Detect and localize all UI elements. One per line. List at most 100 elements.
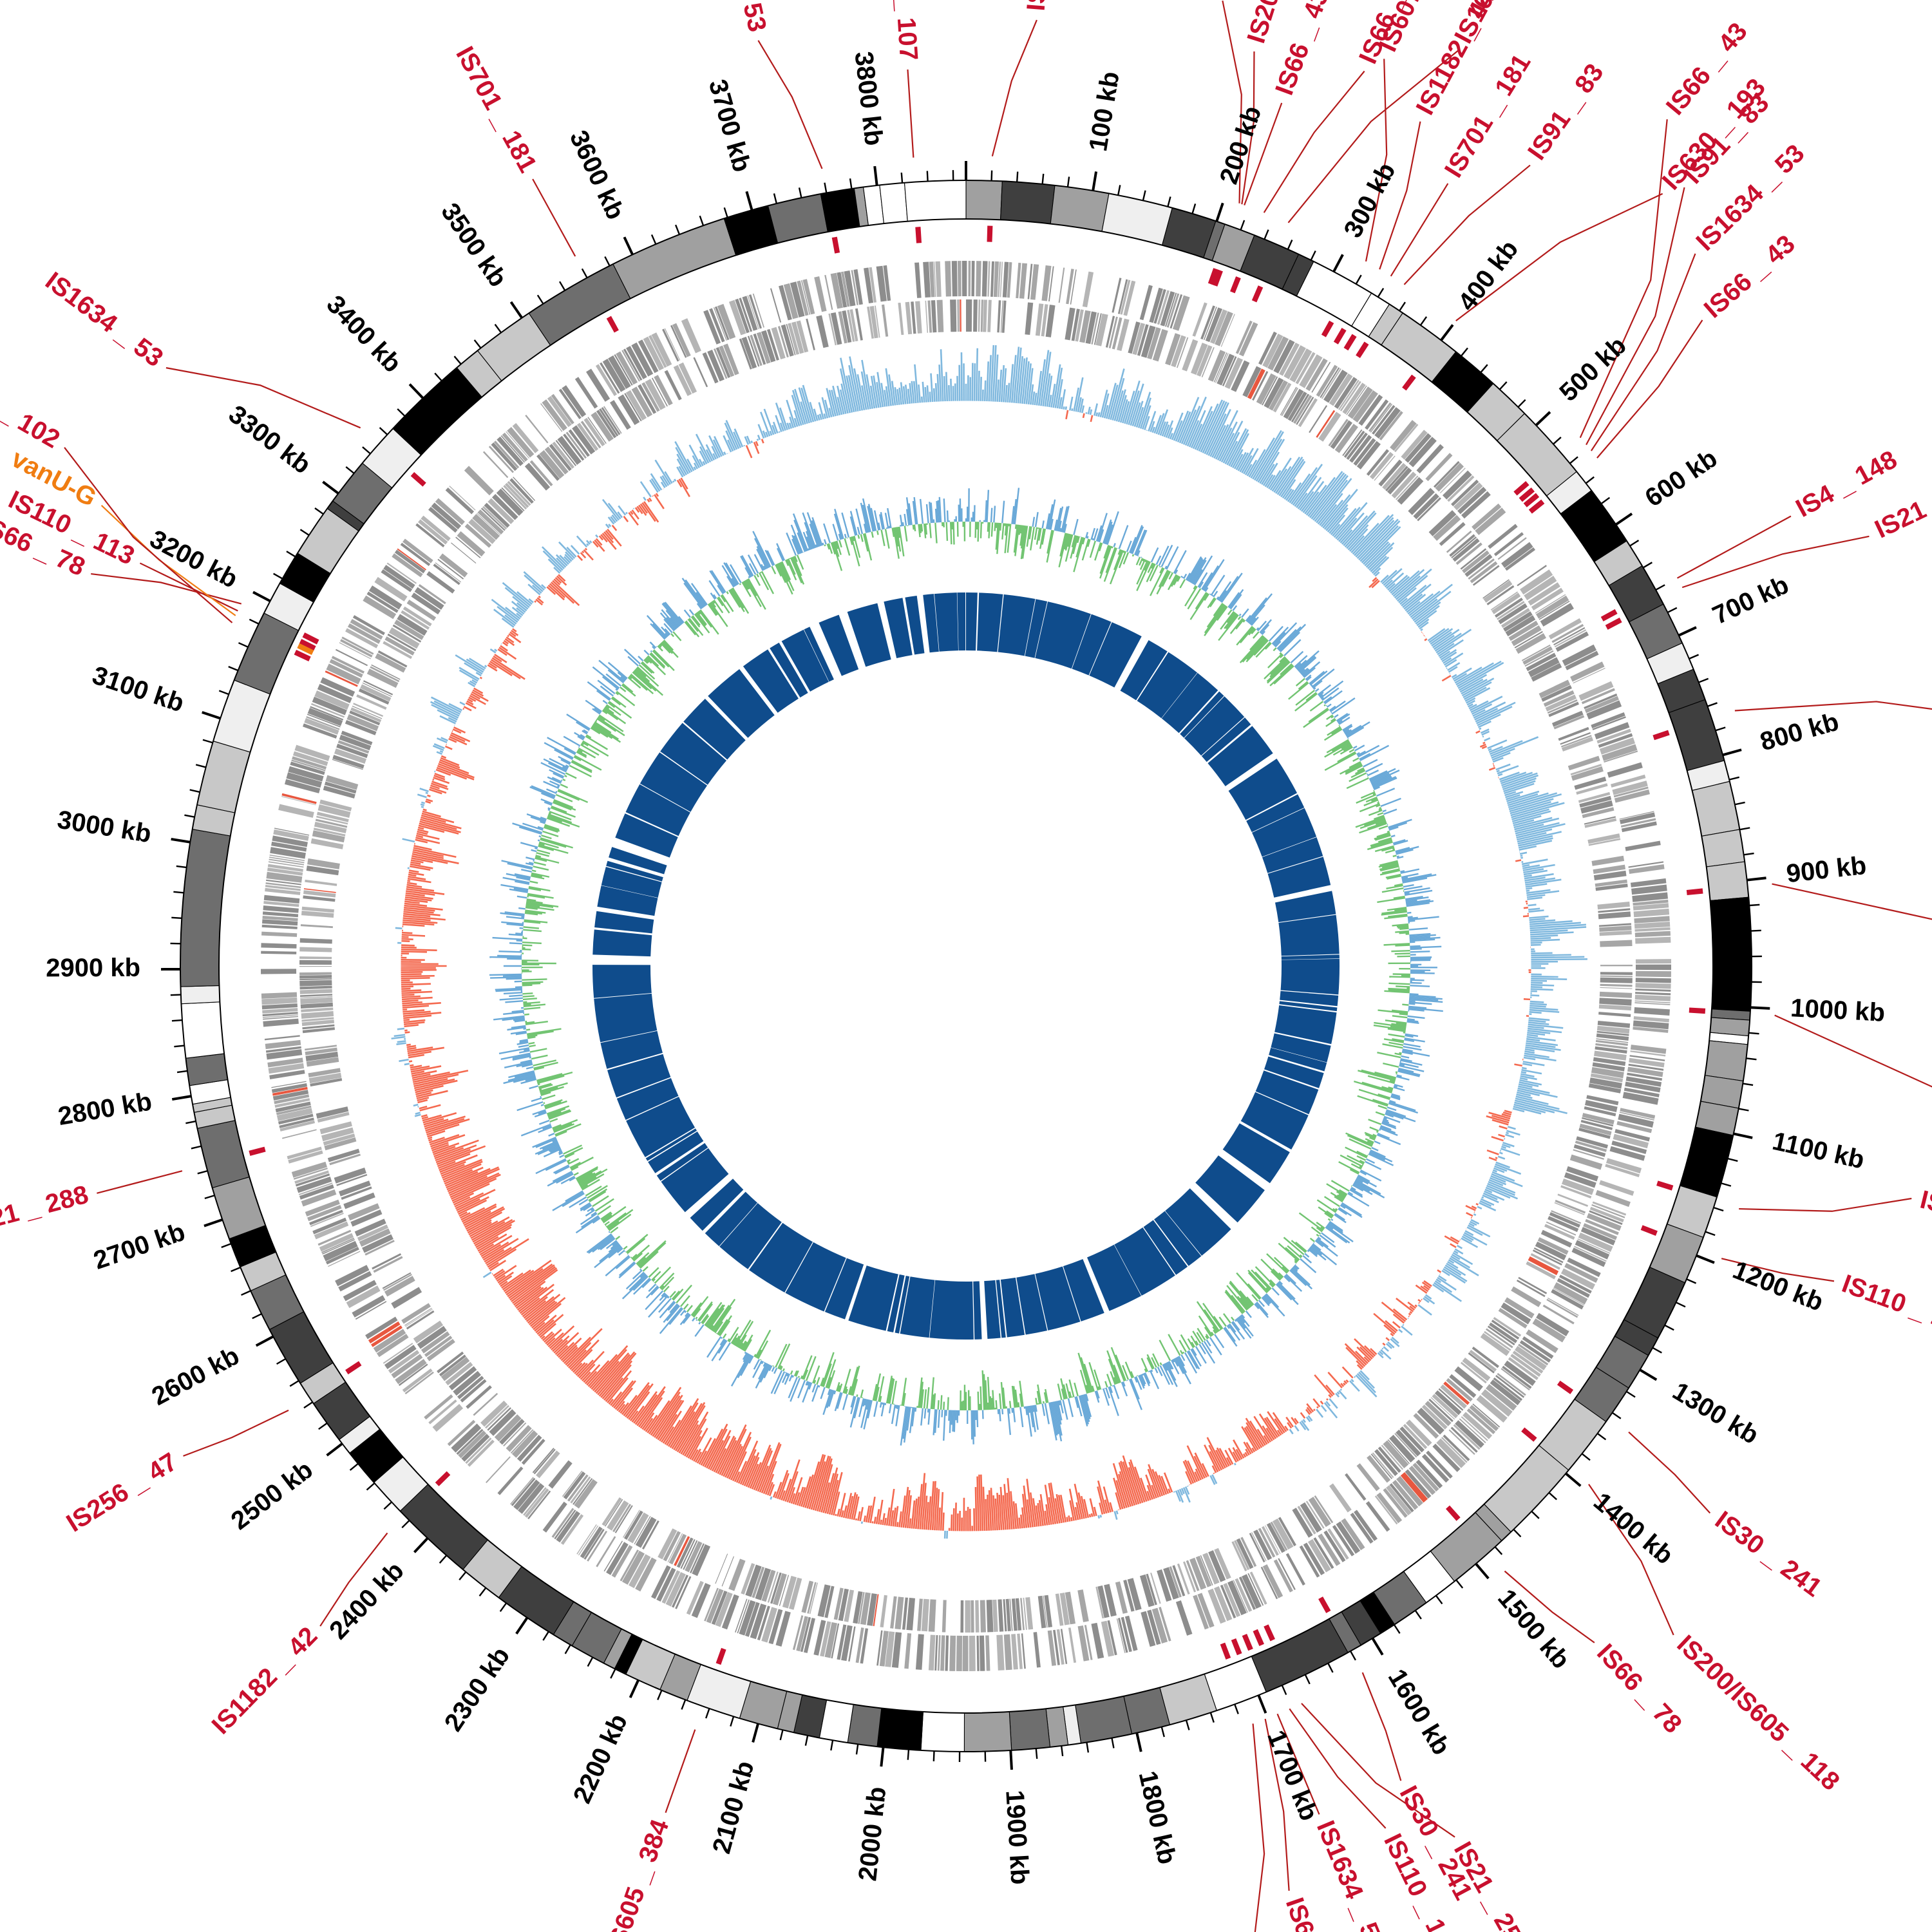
cds-feature — [645, 379, 666, 410]
gc-skew-bar — [786, 1471, 799, 1502]
gc-content-bar — [708, 1307, 724, 1329]
gc-skew-bar — [723, 1428, 747, 1477]
gc-skew-bar — [713, 1448, 727, 1473]
gc-skew-bar — [541, 584, 547, 589]
gc-skew-bar — [405, 894, 433, 900]
cds-feature — [386, 562, 417, 584]
gc-skew-bar — [1530, 994, 1540, 997]
gc-skew-bar — [553, 1340, 568, 1354]
gc-skew-bar — [1161, 421, 1169, 437]
gc-content-bar — [811, 1385, 819, 1402]
axis-minor-tick — [401, 1520, 410, 1529]
gc-content-bar — [1254, 1303, 1260, 1309]
gc-content-bar — [992, 1390, 995, 1410]
cds-feature — [809, 1582, 818, 1615]
cds-feature — [621, 350, 640, 382]
axis-major-tick — [171, 837, 191, 844]
cds-feature — [426, 571, 455, 594]
gc-content-bar — [987, 522, 989, 532]
cds-feature — [451, 1423, 482, 1453]
gc-content-bar — [632, 1244, 650, 1261]
cds-feature — [334, 1167, 366, 1184]
gc-content-bar — [1180, 1354, 1186, 1361]
cds-feature — [587, 417, 607, 444]
gc-skew-bar — [1526, 1042, 1556, 1048]
cds-feature — [1551, 1289, 1584, 1310]
cds-feature — [1417, 1407, 1444, 1435]
gc-skew-bar — [1244, 464, 1253, 476]
cds-feature — [340, 639, 373, 658]
cds-feature — [1208, 350, 1226, 382]
gc-skew-bar — [585, 540, 591, 545]
gc-skew-bar — [415, 1084, 444, 1094]
gc-content-bar — [522, 992, 533, 995]
gc-content-bar — [511, 1025, 526, 1029]
gc-skew-bar — [1359, 1346, 1373, 1360]
gc-content-bar — [1206, 1339, 1211, 1347]
cds-feature — [803, 1618, 815, 1653]
cds-feature — [1613, 786, 1649, 798]
cds-feature — [1389, 1434, 1416, 1463]
gc-content-bar — [1018, 525, 1021, 535]
gc-skew-bar — [1034, 392, 1037, 406]
gc-content-bar — [1225, 1289, 1245, 1314]
gc-skew-bar — [741, 1455, 756, 1486]
gc-skew-bar — [757, 435, 761, 440]
gc-skew-bar — [512, 628, 517, 632]
gc-content-bar — [1350, 770, 1366, 779]
cds-feature — [796, 1616, 809, 1652]
gc-content-bar — [768, 1365, 773, 1372]
axis-minor-tick — [459, 1571, 467, 1581]
cds-feature — [1595, 1039, 1628, 1046]
cds-feature — [388, 627, 420, 649]
axis-minor-tick — [228, 666, 239, 672]
cds-feature — [402, 606, 432, 627]
gc-content-bar — [1345, 1132, 1373, 1146]
gc-skew-bar — [1245, 1448, 1250, 1456]
gc-content-bar — [976, 1410, 979, 1428]
gc-skew-bar — [631, 509, 639, 520]
gc-content-bar — [1377, 801, 1379, 804]
gc-content-bar — [1401, 1051, 1413, 1056]
gc-skew-bar — [1025, 363, 1032, 404]
cds-feature — [1573, 1144, 1606, 1157]
cds-feature — [325, 670, 358, 687]
cds-feature — [270, 847, 306, 859]
cds-feature — [437, 1351, 464, 1374]
gc-skew-bar — [1314, 479, 1348, 522]
cds-feature — [906, 1598, 915, 1631]
cds-feature — [562, 1470, 583, 1497]
gc-content-bar — [1238, 613, 1242, 616]
gc-content-bar — [1249, 634, 1264, 651]
cds-feature — [1504, 547, 1536, 571]
gc-skew-bar — [1069, 1500, 1075, 1521]
gc-content-bar — [1239, 636, 1265, 663]
cds-feature — [998, 261, 1001, 298]
gc-skew-bar — [936, 374, 940, 402]
gc-content-bar — [547, 1108, 566, 1116]
gc-content-bar — [1140, 1374, 1146, 1385]
gc-skew-bar — [840, 357, 853, 413]
cds-feature — [681, 318, 701, 354]
is-element-marker — [1513, 481, 1530, 496]
gc-skew-bar — [1015, 347, 1022, 404]
gc-skew-bar — [842, 1505, 848, 1519]
cds-feature — [428, 1399, 457, 1425]
cds-feature — [873, 1594, 879, 1627]
gc-content-bar — [1185, 573, 1191, 581]
gc-skew-bar — [1371, 580, 1380, 589]
gc-content-bar — [1369, 1137, 1376, 1141]
gc-skew-bar — [840, 1510, 844, 1518]
cds-feature — [291, 759, 326, 772]
gc-content-bar — [1388, 819, 1412, 828]
gc-skew-bar — [623, 515, 629, 522]
gc-skew-bar — [504, 614, 517, 625]
cds-feature — [721, 1556, 734, 1587]
cds-feature — [1346, 432, 1368, 460]
gc-skew-bar — [401, 940, 410, 942]
gc-content-bar — [1352, 1184, 1364, 1192]
gc-skew-bar — [446, 1166, 499, 1191]
gc-content-bar — [621, 1274, 648, 1300]
gc-content-bar — [538, 1126, 553, 1133]
gc-content-bar — [1352, 1183, 1373, 1195]
